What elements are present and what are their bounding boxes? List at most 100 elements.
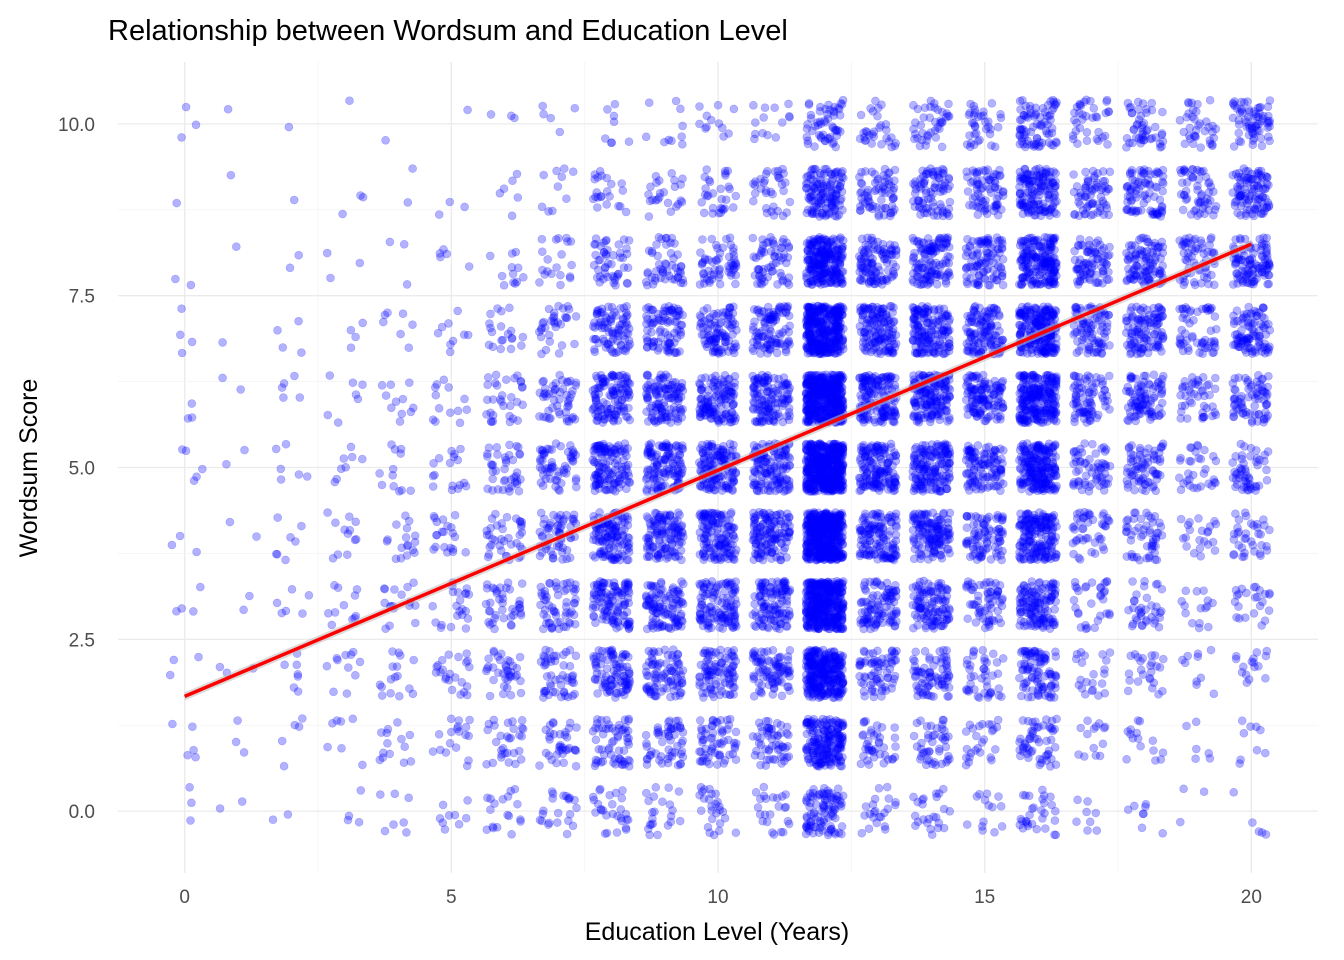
data-point <box>485 251 495 261</box>
data-point <box>598 806 608 815</box>
data-point <box>644 671 653 681</box>
data-point <box>377 480 387 490</box>
data-point <box>658 268 668 277</box>
data-point <box>612 532 622 541</box>
data-point <box>329 687 338 697</box>
data-point <box>759 782 769 792</box>
data-point <box>718 446 728 455</box>
data-point <box>555 127 565 137</box>
data-point <box>665 511 675 520</box>
data-point <box>355 258 365 268</box>
data-point <box>539 109 548 119</box>
data-point <box>663 318 672 327</box>
data-point <box>403 198 413 207</box>
data-point <box>549 606 558 616</box>
data-point <box>399 818 409 827</box>
data-point <box>784 112 794 121</box>
data-point <box>748 732 758 741</box>
data-point <box>496 731 506 741</box>
data-point <box>665 751 674 761</box>
data-point <box>717 739 726 749</box>
data-point <box>750 118 760 127</box>
data-point <box>550 656 560 666</box>
data-point <box>444 383 454 392</box>
data-point <box>762 393 772 403</box>
data-point <box>622 278 632 288</box>
data-point <box>704 795 714 804</box>
data-point <box>518 382 527 392</box>
data-point <box>389 481 399 491</box>
data-point <box>438 818 448 828</box>
data-point <box>541 464 550 473</box>
data-point <box>775 624 784 634</box>
data-point <box>536 582 546 592</box>
data-point <box>720 539 730 548</box>
data-point <box>779 169 788 178</box>
data-point <box>446 727 456 737</box>
data-point <box>428 482 438 491</box>
data-point <box>653 552 663 561</box>
data-point <box>540 590 550 599</box>
data-point <box>604 467 613 477</box>
data-point <box>749 674 759 684</box>
data-point <box>670 182 680 192</box>
data-point <box>272 549 282 559</box>
data-point <box>276 464 286 474</box>
data-point <box>605 551 615 561</box>
data-point <box>409 655 419 665</box>
data-point <box>453 455 463 465</box>
data-point <box>754 308 764 318</box>
data-point <box>826 825 836 834</box>
data-point <box>482 759 491 769</box>
data-point <box>392 662 402 671</box>
data-point <box>401 511 410 521</box>
data-point <box>462 690 472 700</box>
data-point <box>383 738 392 748</box>
data-point <box>760 810 770 820</box>
data-point <box>408 320 417 330</box>
data-point <box>759 113 769 122</box>
data-point <box>836 761 845 771</box>
data-point <box>196 582 205 592</box>
data-point <box>462 649 472 658</box>
data-point <box>784 819 794 829</box>
data-point <box>233 716 242 725</box>
data-point <box>512 538 521 548</box>
data-point <box>644 514 653 523</box>
data-point <box>662 451 672 460</box>
data-point <box>410 531 420 541</box>
data-point <box>387 440 396 449</box>
data-point <box>605 192 614 201</box>
data-point <box>763 130 772 140</box>
data-point <box>510 607 520 616</box>
data-point <box>720 813 730 823</box>
data-point <box>772 348 782 358</box>
data-point <box>552 166 561 176</box>
data-point <box>240 445 249 455</box>
data-point <box>642 393 652 403</box>
data-point <box>602 200 612 209</box>
data-point <box>290 720 300 730</box>
data-point <box>381 624 390 634</box>
data-point <box>806 810 816 819</box>
data-point <box>403 541 412 551</box>
data-point <box>760 103 770 112</box>
data-point <box>377 682 387 692</box>
data-point <box>237 797 247 806</box>
data-point <box>552 818 562 827</box>
data-point <box>434 453 444 463</box>
data-point <box>701 124 710 133</box>
data-point <box>647 621 656 631</box>
data-point <box>647 246 657 256</box>
data-point <box>496 753 506 762</box>
data-point <box>405 684 414 693</box>
data-point <box>725 551 735 561</box>
data-point <box>750 134 759 144</box>
data-point <box>408 689 418 699</box>
data-point <box>547 457 557 467</box>
data-point <box>782 537 791 547</box>
data-point <box>556 270 565 280</box>
data-point <box>430 513 440 523</box>
data-point <box>641 788 651 798</box>
data-point <box>443 521 452 531</box>
